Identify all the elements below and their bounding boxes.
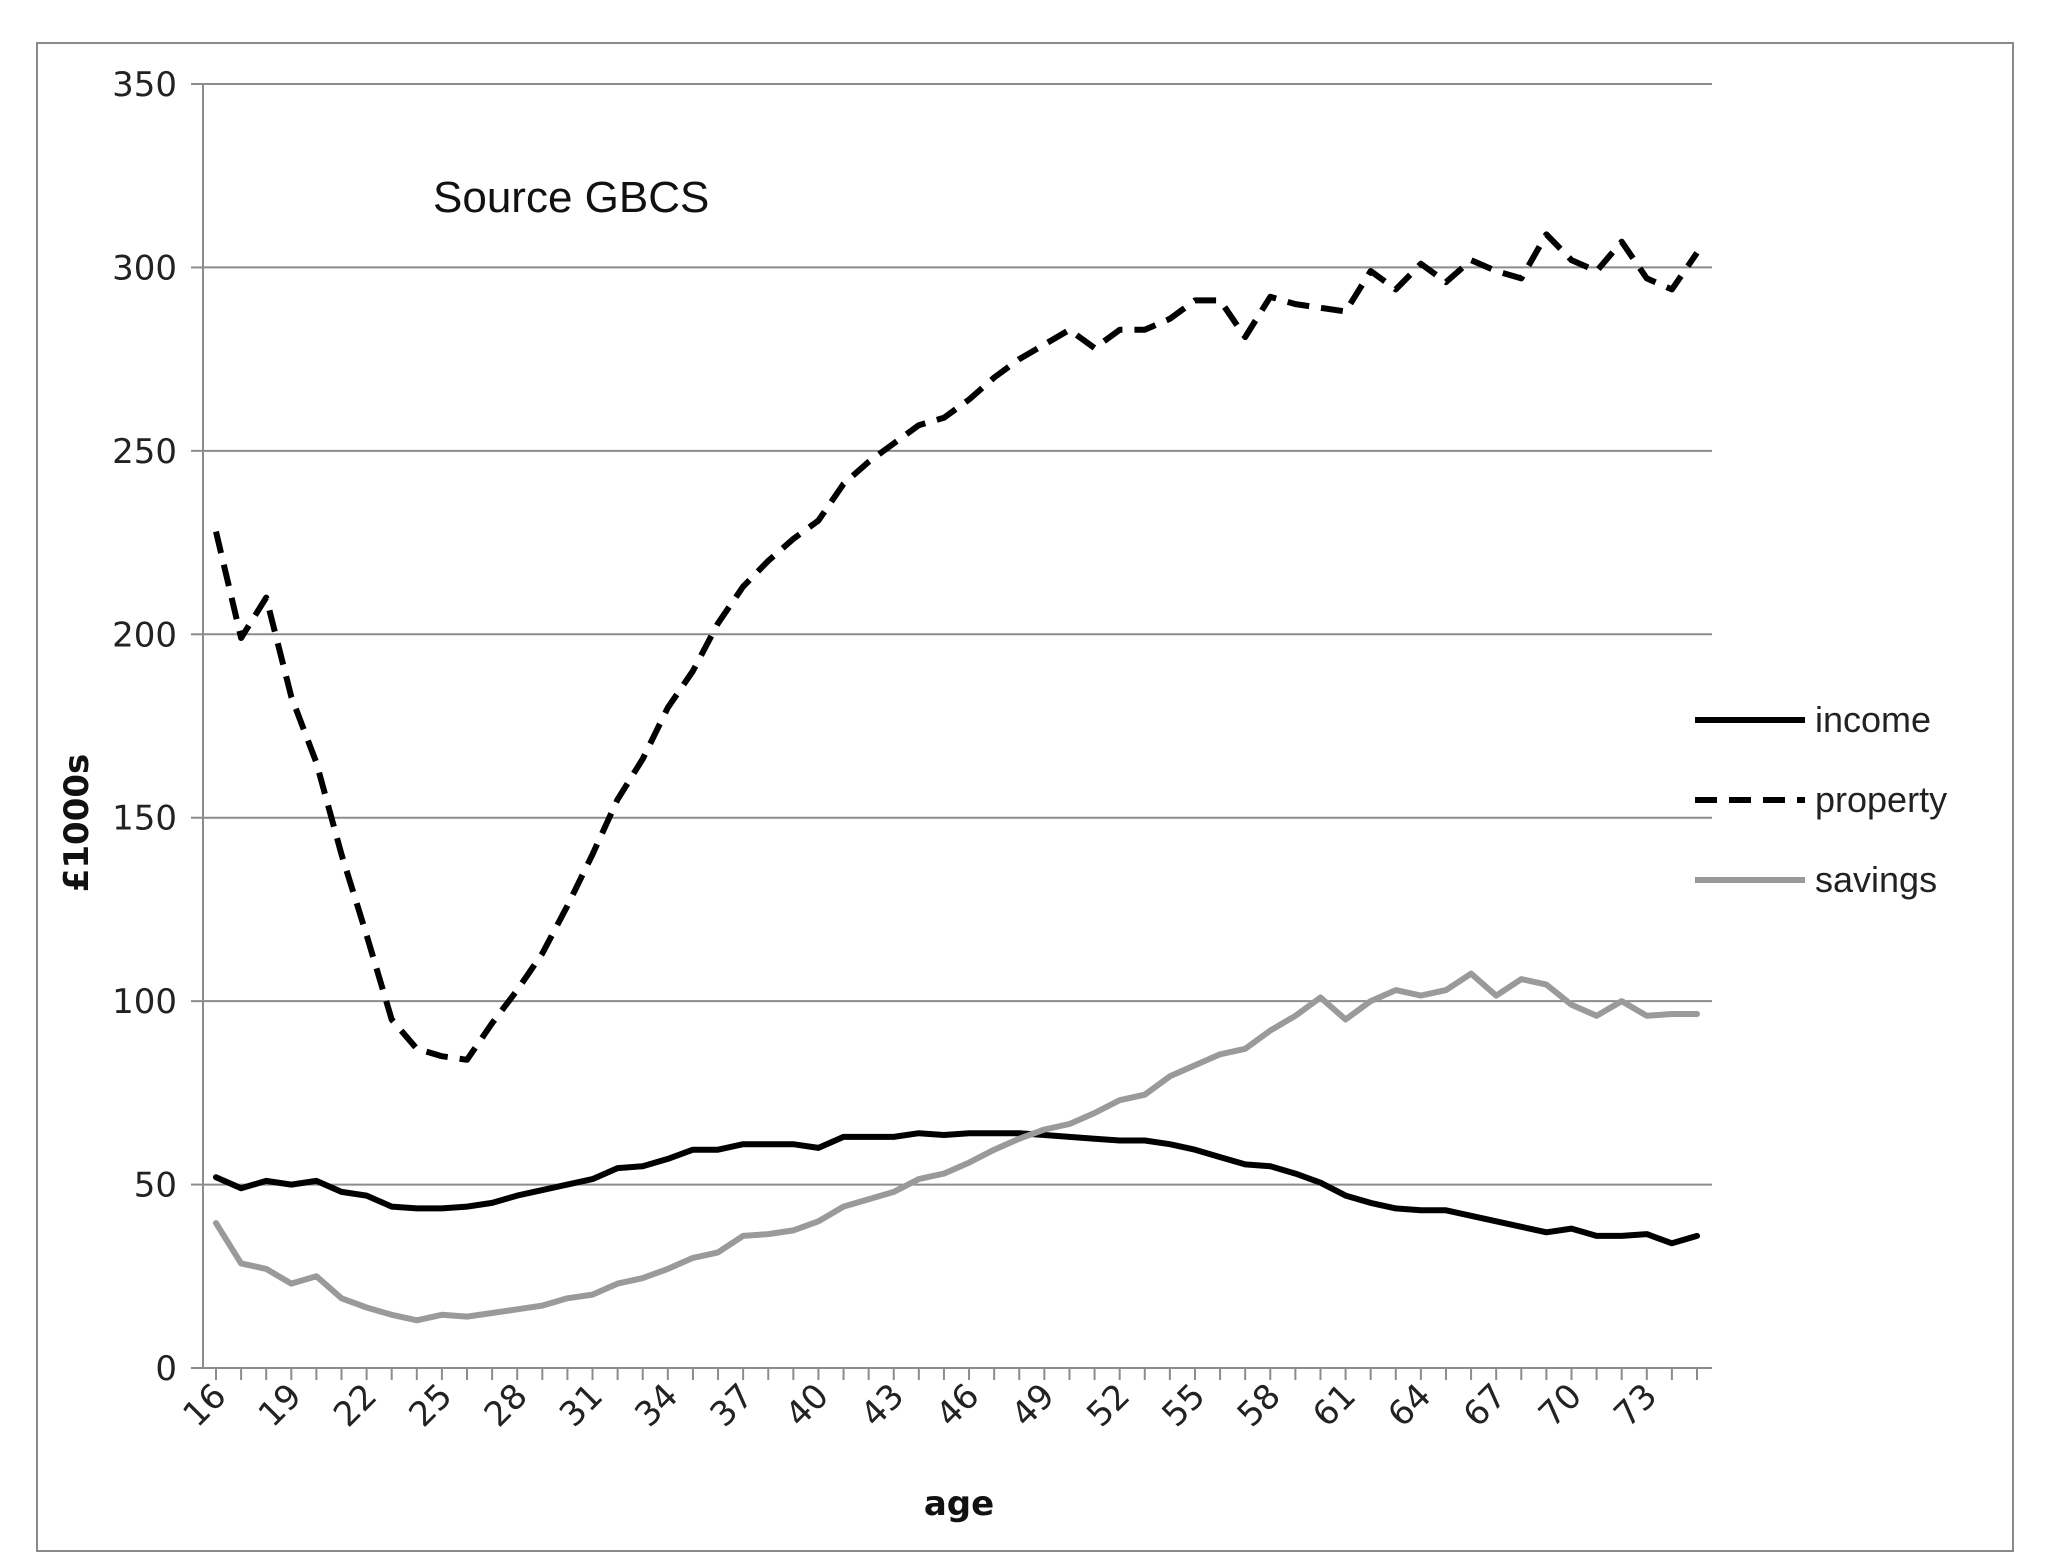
legend-label-income: income [1815, 699, 1931, 740]
x-tick-label: 64 [1380, 1376, 1439, 1435]
legend: income property savings [1695, 699, 1947, 900]
x-tick-label: 61 [1305, 1376, 1364, 1435]
y-axis-title: £1000s [57, 754, 97, 893]
x-tick-label: 55 [1154, 1376, 1213, 1435]
x-tick-label: 70 [1531, 1376, 1590, 1435]
series-line-savings [213, 970, 1700, 1324]
x-tick-label: 58 [1230, 1376, 1289, 1435]
axes: 0 50 100 150 200 250 300 350 16 19 22 25 28 31 34 37 40 4… [112, 65, 1712, 1435]
gridlines [203, 83, 1712, 1186]
x-tick-label: 28 [477, 1376, 536, 1435]
x-tick-label: 25 [401, 1376, 460, 1435]
x-tick-label: 40 [778, 1376, 837, 1435]
y-tick-label: 50 [134, 1166, 177, 1206]
x-tick-label: 46 [929, 1376, 988, 1435]
x-tick-label: 34 [627, 1376, 686, 1435]
x-tick-label: 16 [175, 1376, 234, 1435]
legend-label-savings: savings [1815, 859, 1937, 900]
y-tick-label: 200 [112, 615, 177, 655]
x-tick-label: 22 [326, 1376, 385, 1435]
y-tick-label: 300 [112, 248, 177, 288]
x-tick-label: 52 [1079, 1376, 1138, 1435]
y-tick-label: 250 [112, 432, 177, 472]
x-tick-label: 49 [1004, 1376, 1063, 1435]
x-tick-label: 67 [1456, 1376, 1515, 1435]
x-tick-label: 43 [853, 1376, 912, 1435]
source-annotation: Source GBCS [433, 173, 709, 222]
chart-frame [36, 42, 2014, 1552]
y-tick-label: 350 [112, 65, 177, 105]
x-tick-label: 37 [703, 1376, 762, 1435]
y-tick-label: 150 [112, 799, 177, 839]
x-tick-label: 73 [1606, 1376, 1665, 1435]
y-tick-label: 0 [155, 1349, 177, 1389]
y-tick-label: 100 [112, 982, 177, 1022]
x-tick-label: 19 [251, 1376, 310, 1435]
legend-label-property: property [1815, 779, 1947, 820]
x-tick-label: 31 [552, 1376, 611, 1435]
series-line-income [213, 1130, 1700, 1247]
series-lines [213, 231, 1700, 1324]
series-line-property [213, 231, 1700, 1063]
x-axis-title: age [924, 1484, 994, 1524]
